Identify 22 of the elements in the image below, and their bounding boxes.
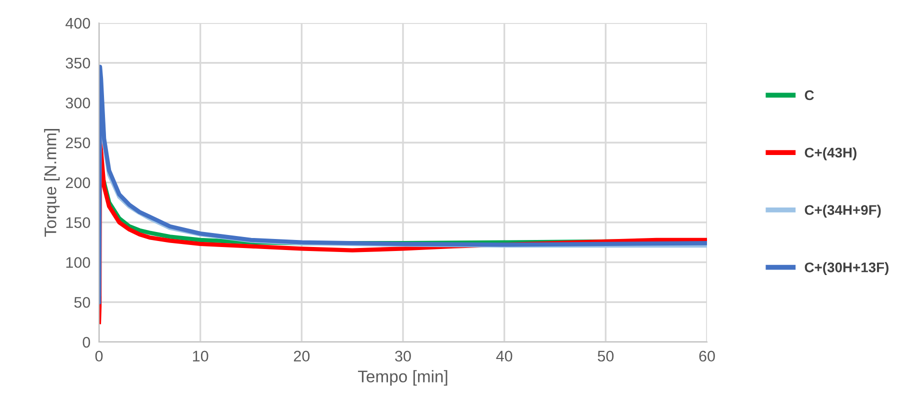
x-tick-label: 50 bbox=[598, 350, 614, 362]
legend-label: C+(43H) bbox=[804, 147, 856, 160]
y-tick-label: 50 bbox=[74, 296, 90, 308]
x-tick-label: 60 bbox=[699, 350, 715, 362]
x-tick-label: 30 bbox=[395, 350, 411, 362]
x-tick-label: 10 bbox=[193, 350, 208, 362]
y-tick-label: 300 bbox=[66, 98, 90, 108]
y-tick-label: 400 bbox=[66, 18, 90, 29]
legend-label: C+(34H+9F) bbox=[804, 204, 881, 218]
x-axis-title: Tempo [min] bbox=[358, 370, 448, 386]
y-tick-label: 350 bbox=[66, 58, 90, 69]
y-tick-label: 200 bbox=[66, 177, 90, 188]
x-tick-label: 20 bbox=[294, 350, 310, 362]
y-tick-label: 250 bbox=[66, 137, 90, 148]
y-tick-label: 0 bbox=[82, 336, 90, 348]
x-tick-label: 0 bbox=[95, 350, 103, 362]
legend-label: C bbox=[804, 90, 814, 100]
y-tick-label: 150 bbox=[66, 217, 90, 228]
y-tick-label: 100 bbox=[66, 257, 90, 268]
legend-label: C+(30H+13F) bbox=[804, 262, 888, 276]
x-tick-label: 40 bbox=[496, 350, 512, 362]
y-axis-title: Torque [N.mm] bbox=[44, 129, 60, 237]
